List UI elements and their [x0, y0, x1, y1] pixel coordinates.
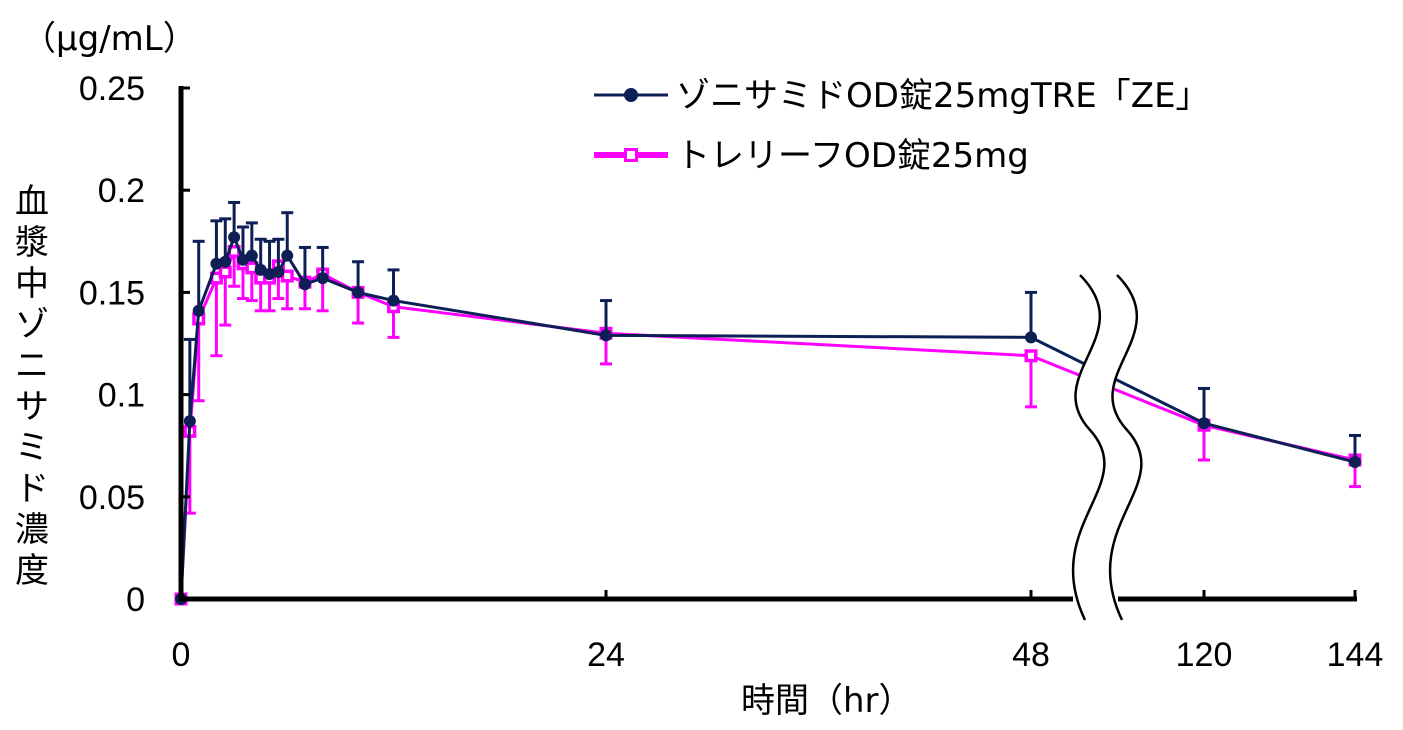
y-axis-title-char: ゾ [15, 305, 49, 345]
x-tick-label: 24 [587, 636, 625, 674]
x-tick-label: 144 [1327, 636, 1384, 674]
y-tick-label: 0.2 [98, 172, 145, 210]
data-point [1349, 456, 1361, 469]
y-axis-title-char: 濃 [15, 510, 49, 550]
data-point [245, 249, 258, 262]
data-point [192, 304, 205, 317]
legend-item-2: トレリーフOD錠25mg [594, 136, 1029, 176]
y-tick-label: 0.05 [79, 479, 145, 517]
y-axis-title-char: ニ [15, 346, 49, 386]
data-point [183, 415, 196, 428]
axis-break [1071, 274, 1143, 621]
data-point [387, 294, 400, 307]
data-point [272, 265, 285, 278]
y-axis-title-char: ド [15, 469, 49, 509]
legend-marker-inner [627, 151, 635, 159]
data-point [352, 286, 365, 299]
series-1 [175, 200, 1361, 605]
series-line-bridge [1030, 336, 1205, 425]
data-point-inner [248, 264, 255, 271]
plot-area [174, 200, 1362, 606]
data-point-inner [257, 275, 264, 282]
y-axis-title-char: 中 [15, 264, 49, 304]
series-line [1203, 421, 1356, 464]
y-tick-label: 0.25 [79, 70, 145, 108]
y-axis-title-char: サ [15, 387, 49, 427]
axis-break-line [1108, 274, 1143, 621]
y-axis-title-char: 漿 [15, 223, 49, 263]
data-point [228, 231, 241, 244]
legend-label: ゾニサミドOD錠25mgTRE「ZE」 [676, 76, 1210, 116]
legend: ゾニサミドOD錠25mgTRE「ZE」トレリーフOD錠25mg [594, 76, 1210, 176]
y-axis-title-char: 血 [15, 182, 49, 222]
legend-item-1: ゾニサミドOD錠25mgTRE「ZE」 [594, 76, 1210, 116]
x-tick-label: 0 [172, 636, 191, 674]
data-point [1025, 331, 1037, 344]
data-point-inner [213, 275, 220, 282]
y-unit-label: （μg/mL） [22, 19, 197, 59]
data-point-inner [222, 268, 229, 275]
data-point-inner [231, 248, 238, 255]
series-line [179, 232, 1032, 600]
data-point [1198, 417, 1210, 430]
data-point [600, 329, 612, 342]
data-point [219, 255, 232, 268]
x-tick-label: 120 [1176, 636, 1233, 674]
axis-break-band [1073, 275, 1142, 620]
series-2 [174, 245, 1362, 606]
y-tick-label: 0 [126, 581, 145, 619]
y-tick-label: 0.15 [79, 274, 145, 312]
y-tick-label: 0.1 [98, 377, 145, 415]
data-point [298, 278, 311, 291]
data-point [281, 249, 294, 262]
data-point-inner [284, 273, 291, 280]
legend-label: トレリーフOD錠25mg [676, 136, 1029, 176]
data-point-inner [390, 303, 397, 310]
x-axis-title: 時間（hr） [741, 681, 913, 721]
series-line-bridge [1030, 354, 1205, 427]
legend-marker [624, 88, 638, 102]
axis-break-line [1071, 274, 1106, 621]
data-point [316, 272, 329, 285]
y-axis-title-char: ミ [15, 428, 49, 468]
x-tick-label: 48 [1012, 636, 1050, 674]
y-axis-title-char: 度 [15, 551, 49, 591]
data-point-inner [1028, 352, 1034, 359]
